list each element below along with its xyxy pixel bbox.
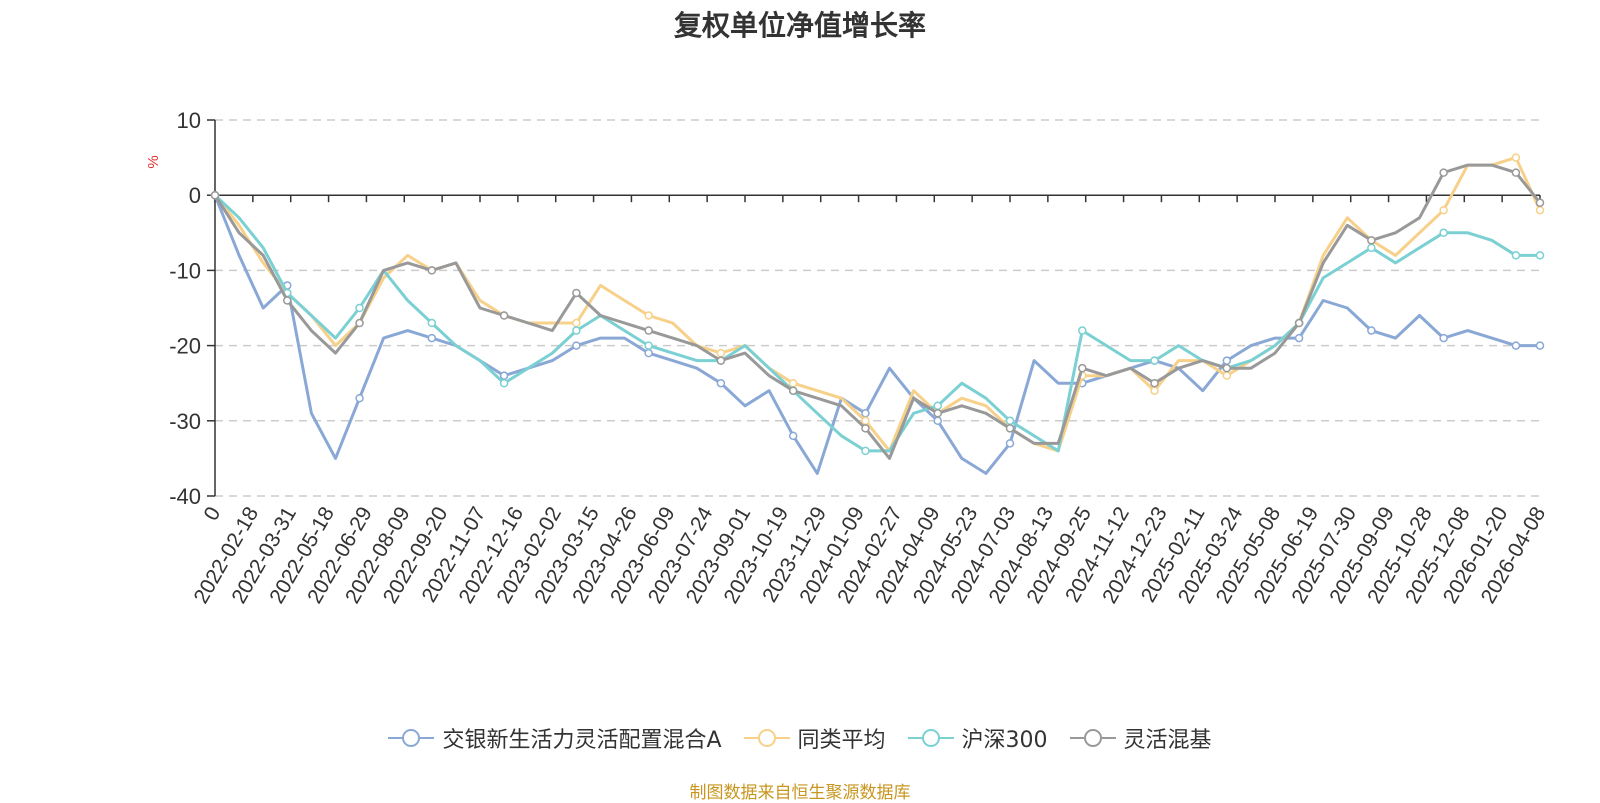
data-point [933, 401, 942, 411]
data-point [861, 409, 870, 418]
data-point [644, 348, 653, 358]
data-point [1511, 251, 1521, 260]
data-point [644, 326, 653, 335]
data-point [1439, 205, 1448, 215]
data-point [788, 378, 798, 388]
data-point [572, 288, 581, 298]
data-point [1367, 326, 1376, 335]
data-point [716, 348, 726, 358]
legend-item-fund[interactable]: 交银新生活力灵活配置混合A [388, 722, 722, 754]
data-point [499, 378, 509, 388]
data-point [1005, 439, 1015, 448]
data-point [788, 386, 798, 395]
data-point [1222, 363, 1232, 373]
data-point [1511, 341, 1521, 350]
data-point [572, 341, 581, 350]
y-tick-label: 0 [189, 183, 201, 208]
data-point [861, 416, 870, 426]
data-point [1150, 386, 1159, 395]
data-point [427, 318, 437, 328]
data-point [1439, 168, 1448, 177]
data-point [1222, 356, 1232, 365]
legend-label: 灵活混基 [1123, 728, 1212, 753]
data-point [283, 296, 292, 305]
data-point [210, 190, 220, 200]
data-point [1078, 363, 1087, 373]
data-point [788, 431, 798, 441]
data-point [1439, 228, 1448, 238]
data-point [1005, 424, 1015, 433]
chart-title: 复权单位净值增长率 [673, 9, 926, 42]
data-point [1150, 378, 1159, 388]
data-point [644, 341, 653, 350]
data-point [1005, 416, 1015, 426]
data-point [427, 266, 437, 275]
legend: 交银新生活力灵活配置混合A 同类平均 沪深300 灵活混基 [0, 722, 1600, 754]
data-point [1439, 333, 1448, 343]
data-point [1535, 341, 1545, 350]
legend-label: 沪深300 [961, 728, 1048, 753]
data-point [499, 371, 509, 380]
data-point [499, 311, 509, 320]
data-point [427, 333, 437, 343]
data-point [716, 356, 726, 365]
y-tick-label: -20 [169, 334, 201, 359]
data-point [1535, 198, 1545, 207]
data-point [644, 311, 653, 320]
data-point [1535, 251, 1545, 260]
data-point [1294, 333, 1304, 343]
data-point [861, 424, 870, 433]
legend-label: 交银新生活力灵活配置混合A [442, 728, 722, 753]
y-tick-label: -10 [169, 258, 201, 283]
data-point [355, 393, 364, 403]
data-point [1222, 371, 1232, 380]
data-point [933, 416, 942, 426]
legend-item-peer-average[interactable]: 同类平均 [743, 722, 886, 754]
data-point [355, 318, 364, 328]
x-tick-label: 0 [200, 503, 226, 525]
data-point [1511, 153, 1521, 162]
y-tick-label: -30 [169, 409, 201, 434]
data-point [1294, 318, 1304, 328]
data-point [572, 326, 581, 335]
data-point [861, 446, 870, 456]
data-source-note: 制图数据来自恒生聚源数据库 [689, 783, 911, 803]
data-point [355, 303, 364, 313]
series-line [213, 194, 1540, 453]
y-tick-label: -40 [169, 484, 201, 509]
series-line [213, 163, 1542, 460]
y-axis-label: % [145, 155, 162, 168]
data-point [1511, 168, 1521, 177]
data-point [933, 409, 942, 418]
data-point [716, 378, 726, 388]
y-tick-label: 10 [177, 108, 201, 133]
data-point [1367, 236, 1376, 245]
data-point [1367, 243, 1376, 253]
data-point [1535, 205, 1545, 215]
data-point [1150, 356, 1159, 365]
data-point [572, 318, 581, 328]
legend-item-csi300[interactable]: 沪深300 [907, 722, 1048, 754]
data-point [1078, 326, 1087, 335]
legend-label: 同类平均 [797, 728, 886, 753]
line-chart: 100-10-20-30-40%02022-02-182022-03-31202… [145, 108, 1550, 608]
legend-item-flexible-mixed[interactable]: 灵活混基 [1069, 722, 1212, 754]
